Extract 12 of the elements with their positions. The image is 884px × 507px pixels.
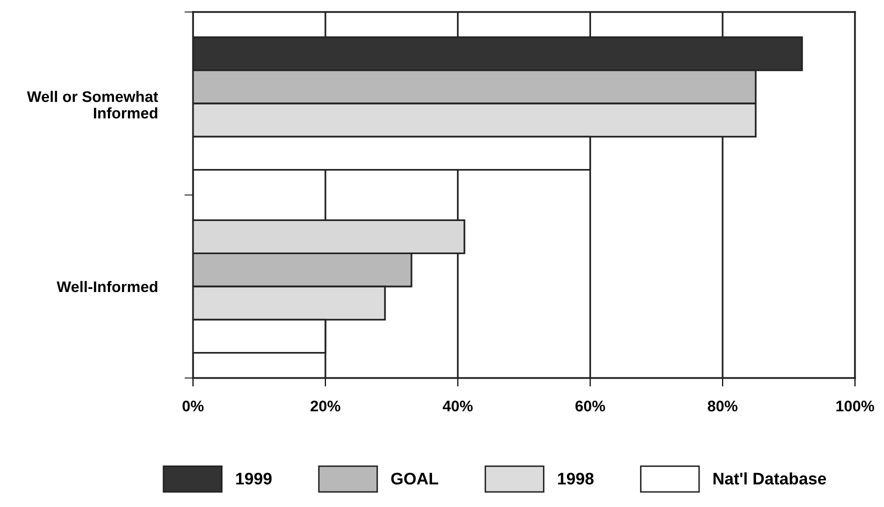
y-tick-label: Well-Informed: [56, 280, 158, 292]
legend-label: 1998: [558, 472, 594, 485]
legend-label: GOAL: [391, 472, 438, 485]
x-tick-label: 20%: [310, 400, 340, 412]
x-tick-label: 100%: [836, 400, 874, 412]
x-tick-label: 0%: [182, 400, 204, 412]
x-tick-label: 80%: [708, 400, 738, 412]
legend-label: 1999: [236, 472, 272, 485]
x-tick-label: 60%: [575, 400, 606, 412]
x-tick-label: 40%: [442, 400, 473, 412]
legend-label: Nat'l Database: [714, 472, 826, 485]
y-tick-label: Well or Somewhat Informed: [26, 90, 158, 119]
